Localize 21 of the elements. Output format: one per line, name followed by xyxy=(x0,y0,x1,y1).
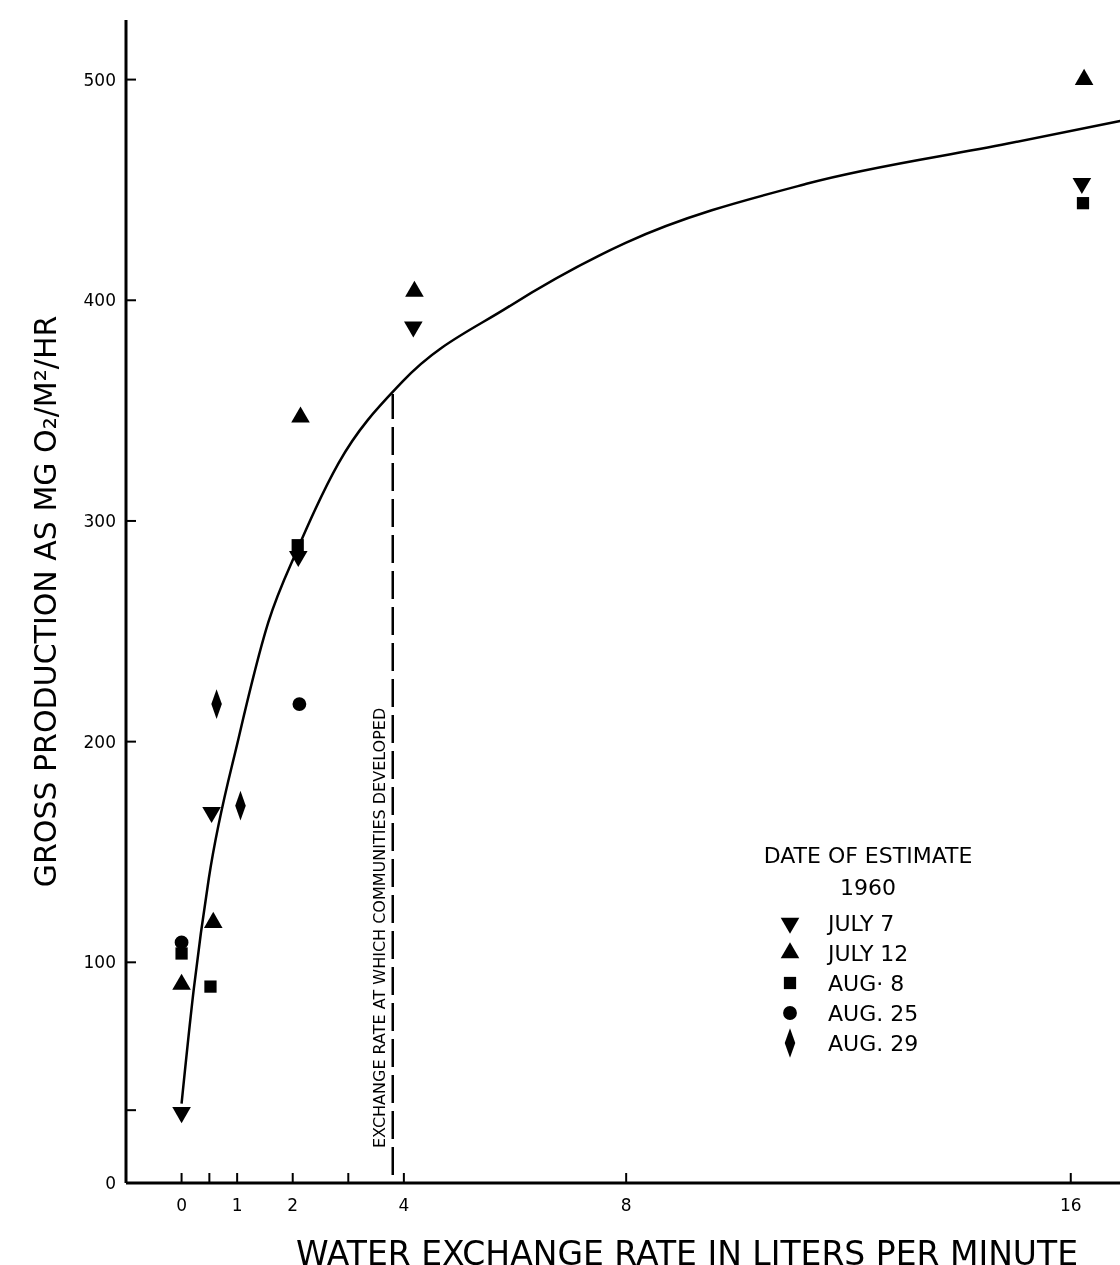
x-tick-label: 8 xyxy=(620,1195,632,1215)
legend-label: AUG. 29 xyxy=(828,1030,919,1056)
x-axis-title: WATER EXCHANGE RATE IN LITERS PER MINUTE xyxy=(295,1234,1079,1265)
legend-label: AUG· 8 xyxy=(828,970,905,996)
y-tick-label: 100 xyxy=(83,952,116,973)
x-tick-label: 2 xyxy=(287,1195,299,1215)
x-tick-label: 0 xyxy=(176,1195,187,1215)
x-tick-label: 1 xyxy=(231,1195,243,1215)
legend-label: AUG. 25 xyxy=(828,1000,919,1026)
legend-title: DATE OF ESTIMATE 1960 xyxy=(763,843,973,900)
y-tick-label: 200 xyxy=(83,731,116,752)
x-tick-label: 16 xyxy=(1059,1195,1082,1215)
y-tick-label: 300 xyxy=(83,510,116,531)
x-tick-label: 4 xyxy=(398,1195,410,1215)
legend-label: JULY 12 xyxy=(826,940,909,966)
y-tick-label: 0 xyxy=(105,1172,116,1193)
y-axis-title: GROSS PRODUCTION AS MG O₂/M²/HR xyxy=(28,315,63,888)
legend-label: JULY 7 xyxy=(826,910,895,936)
y-tick-label: 500 xyxy=(83,69,116,90)
ref-line-label: EXCHANGE RATE AT WHICH COMMUNITIES DEVELOPED xyxy=(369,707,389,1148)
y-tick-label: 400 xyxy=(83,290,116,311)
